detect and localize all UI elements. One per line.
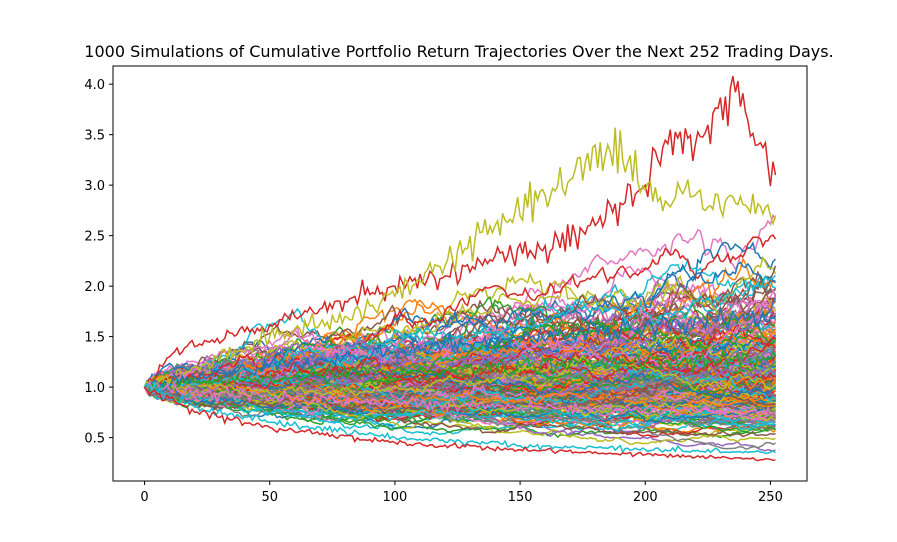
simulation-line bbox=[144, 379, 776, 417]
simulation-line bbox=[144, 360, 777, 411]
simulation-line bbox=[143, 127, 777, 391]
y-tick-label: 3.0 bbox=[84, 179, 105, 194]
y-tick-label: 1.0 bbox=[84, 381, 105, 396]
y-tick-label: 4.0 bbox=[84, 78, 105, 93]
chart-title: 1000 Simulations of Cumulative Portfolio… bbox=[84, 42, 833, 61]
y-tick-label: 2.5 bbox=[84, 230, 105, 245]
simulation-line bbox=[143, 381, 776, 455]
x-tick-label: 150 bbox=[508, 490, 533, 505]
simulation-line bbox=[143, 333, 776, 407]
x-axis: 0 50 100 150 200 250 bbox=[140, 481, 783, 505]
y-tick-label: 1.5 bbox=[84, 331, 105, 346]
x-tick-label: 250 bbox=[758, 490, 783, 505]
simulation-line bbox=[143, 386, 776, 462]
simulation-line bbox=[143, 312, 777, 394]
simulation-line bbox=[143, 75, 777, 388]
plot-area-frame bbox=[112, 65, 808, 482]
simulation-line bbox=[144, 305, 776, 395]
simulation-line bbox=[144, 274, 777, 389]
x-tick-label: 100 bbox=[382, 490, 407, 505]
simulation-line bbox=[144, 385, 776, 437]
simulation-lines bbox=[143, 75, 777, 462]
x-tick-label: 200 bbox=[633, 490, 658, 505]
simulation-line bbox=[144, 371, 777, 424]
y-tick-label: 2.0 bbox=[84, 280, 105, 295]
simulation-line bbox=[144, 348, 777, 392]
x-tick-label: 50 bbox=[261, 490, 278, 505]
simulation-line bbox=[143, 354, 777, 399]
y-tick-label: 3.5 bbox=[84, 129, 105, 144]
y-tick-label: 0.5 bbox=[84, 432, 105, 447]
simulation-line bbox=[144, 366, 777, 430]
y-axis: 0.5 1.0 1.5 2.0 2.5 3.0 3.5 4.0 bbox=[84, 78, 113, 447]
x-tick-label: 0 bbox=[140, 490, 148, 505]
simulation-line bbox=[144, 307, 776, 388]
